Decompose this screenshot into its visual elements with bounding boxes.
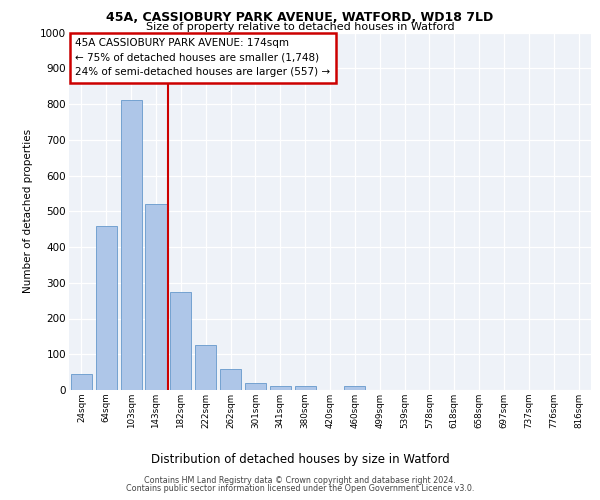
Bar [220, 370, 241, 390]
Text: 45A CASSIOBURY PARK AVENUE: 174sqm
← 75% of detached houses are smaller (1,748)
: 45A CASSIOBURY PARK AVENUE: 174sqm ← 75%… [75, 38, 331, 78]
Bar [245, 383, 266, 390]
Bar [270, 386, 291, 390]
Bar [71, 374, 92, 390]
Bar [96, 226, 117, 390]
Bar [295, 386, 316, 390]
Text: 45A, CASSIOBURY PARK AVENUE, WATFORD, WD18 7LD: 45A, CASSIOBURY PARK AVENUE, WATFORD, WD… [106, 11, 494, 24]
Bar [344, 386, 365, 390]
Bar [145, 204, 167, 390]
Bar [195, 346, 216, 390]
Bar [121, 100, 142, 390]
Y-axis label: Number of detached properties: Number of detached properties [23, 129, 33, 294]
Text: Contains public sector information licensed under the Open Government Licence v3: Contains public sector information licen… [126, 484, 474, 493]
Text: Size of property relative to detached houses in Watford: Size of property relative to detached ho… [146, 22, 454, 32]
Text: Distribution of detached houses by size in Watford: Distribution of detached houses by size … [151, 453, 449, 466]
Bar [170, 292, 191, 390]
Text: Contains HM Land Registry data © Crown copyright and database right 2024.: Contains HM Land Registry data © Crown c… [144, 476, 456, 485]
